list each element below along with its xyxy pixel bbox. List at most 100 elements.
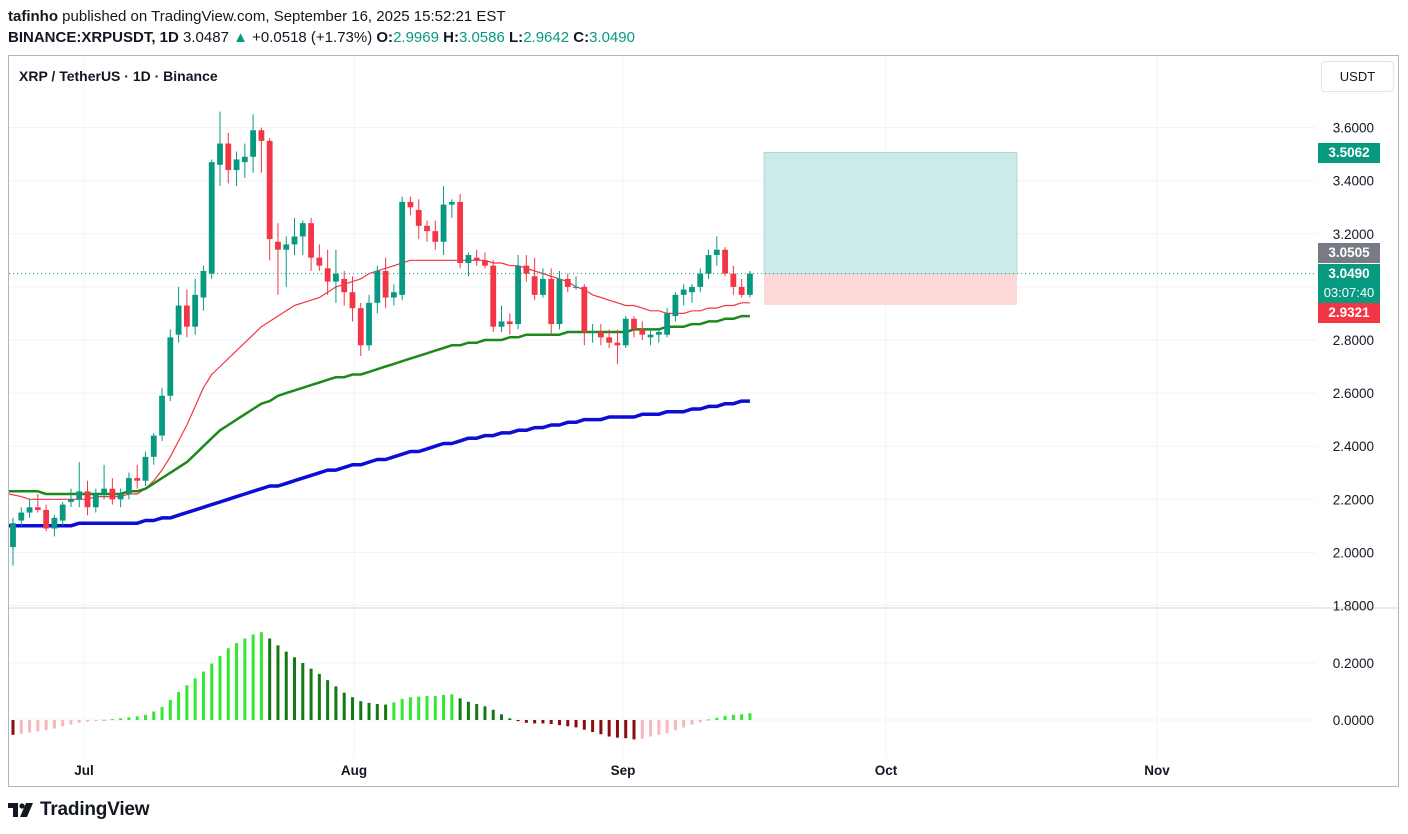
candle-body [18, 512, 25, 521]
candle-body [440, 204, 447, 242]
candle [366, 294, 372, 351]
currency-button[interactable]: USDT [1321, 61, 1394, 92]
histogram-bar [673, 720, 677, 731]
histogram-bar [425, 696, 429, 720]
candle [43, 504, 50, 532]
histogram-bar [86, 720, 90, 722]
histogram-bar [77, 720, 81, 723]
candle-body [183, 305, 190, 327]
histogram-bar [160, 706, 164, 720]
candle-body [523, 265, 530, 274]
histogram-bar [69, 720, 73, 725]
histogram-bar [533, 720, 537, 724]
candle [490, 260, 497, 333]
open-value: 2.9969 [393, 29, 439, 46]
histogram-bar [557, 720, 561, 726]
candle [506, 313, 513, 335]
candle [606, 329, 613, 348]
candle [233, 151, 240, 187]
histogram-bar [243, 638, 247, 720]
candle-body [473, 257, 480, 261]
histogram-bar [110, 719, 114, 721]
histogram-bar [94, 720, 98, 721]
histogram-bar [500, 714, 504, 720]
candle-body [308, 223, 314, 258]
candle-body [192, 294, 199, 327]
candle [217, 111, 223, 187]
candle [697, 268, 704, 293]
candle [324, 249, 331, 295]
histogram-bar [615, 720, 619, 738]
y-tick-label: 2.2000 [1333, 492, 1374, 507]
candle [101, 464, 107, 500]
candle [540, 268, 546, 298]
high-value: 3.0586 [458, 29, 505, 46]
histogram-bar [210, 663, 214, 720]
histogram-bar [293, 657, 297, 720]
candle-body [374, 270, 381, 303]
author-name[interactable]: tafinho [8, 8, 58, 25]
candle-body [606, 337, 613, 343]
candle-body [680, 289, 687, 295]
histogram-bar [185, 685, 189, 720]
candle [134, 464, 141, 489]
candle [564, 273, 571, 293]
candle-body [672, 294, 679, 317]
candle [357, 302, 364, 356]
histogram-bar [549, 720, 553, 724]
histogram-bar [632, 720, 636, 740]
candle [175, 286, 182, 343]
histogram-bar [640, 720, 644, 739]
candle [647, 329, 654, 346]
histogram-bar [458, 698, 462, 720]
histogram-bar [44, 720, 48, 731]
candle-body [482, 260, 488, 266]
candle [192, 278, 199, 335]
histogram-bar [682, 720, 686, 728]
chart-frame [8, 55, 1399, 787]
target-zone [763, 152, 1018, 274]
histogram-bar [152, 711, 156, 720]
histogram-bar [466, 701, 470, 720]
candle-body [299, 223, 306, 237]
histogram-bar [491, 709, 495, 720]
histogram-bar [317, 673, 321, 720]
candle-body [200, 270, 207, 298]
histogram-bar [433, 696, 437, 720]
histogram-bar [61, 720, 65, 727]
candle [515, 255, 521, 330]
candle-body [159, 395, 165, 436]
candle [689, 284, 695, 303]
candle-body [697, 273, 704, 287]
candle-body [366, 302, 372, 346]
histogram-bar [235, 643, 239, 720]
histogram-bar [450, 694, 454, 720]
candle-body [589, 332, 596, 334]
y-tick-label: 1.8000 [1333, 599, 1374, 614]
candle [399, 196, 406, 301]
candle [18, 507, 25, 526]
candle [597, 324, 604, 346]
histogram-bar [218, 655, 222, 720]
histogram-bar [19, 720, 23, 734]
candle-body [730, 273, 737, 287]
histogram-bar [624, 720, 628, 739]
low-label: L: [509, 29, 524, 46]
candle-body [117, 493, 124, 500]
candle [738, 278, 745, 298]
ema-fast-line [8, 259, 750, 500]
histogram-bar [524, 720, 528, 723]
candle [722, 247, 728, 277]
candle [498, 305, 505, 333]
candle [482, 252, 488, 269]
histogram-bar [599, 720, 603, 735]
symbol-name: BINANCE:XRPUSDT, 1D [8, 29, 179, 46]
histogram-bar [541, 720, 545, 724]
x-tick-label: Oct [875, 763, 898, 778]
candle-body [291, 236, 298, 245]
candle-body [614, 342, 621, 346]
candle-body [208, 162, 215, 274]
histogram-bar [342, 692, 346, 720]
tradingview-logo[interactable]: TradingView [8, 799, 150, 821]
